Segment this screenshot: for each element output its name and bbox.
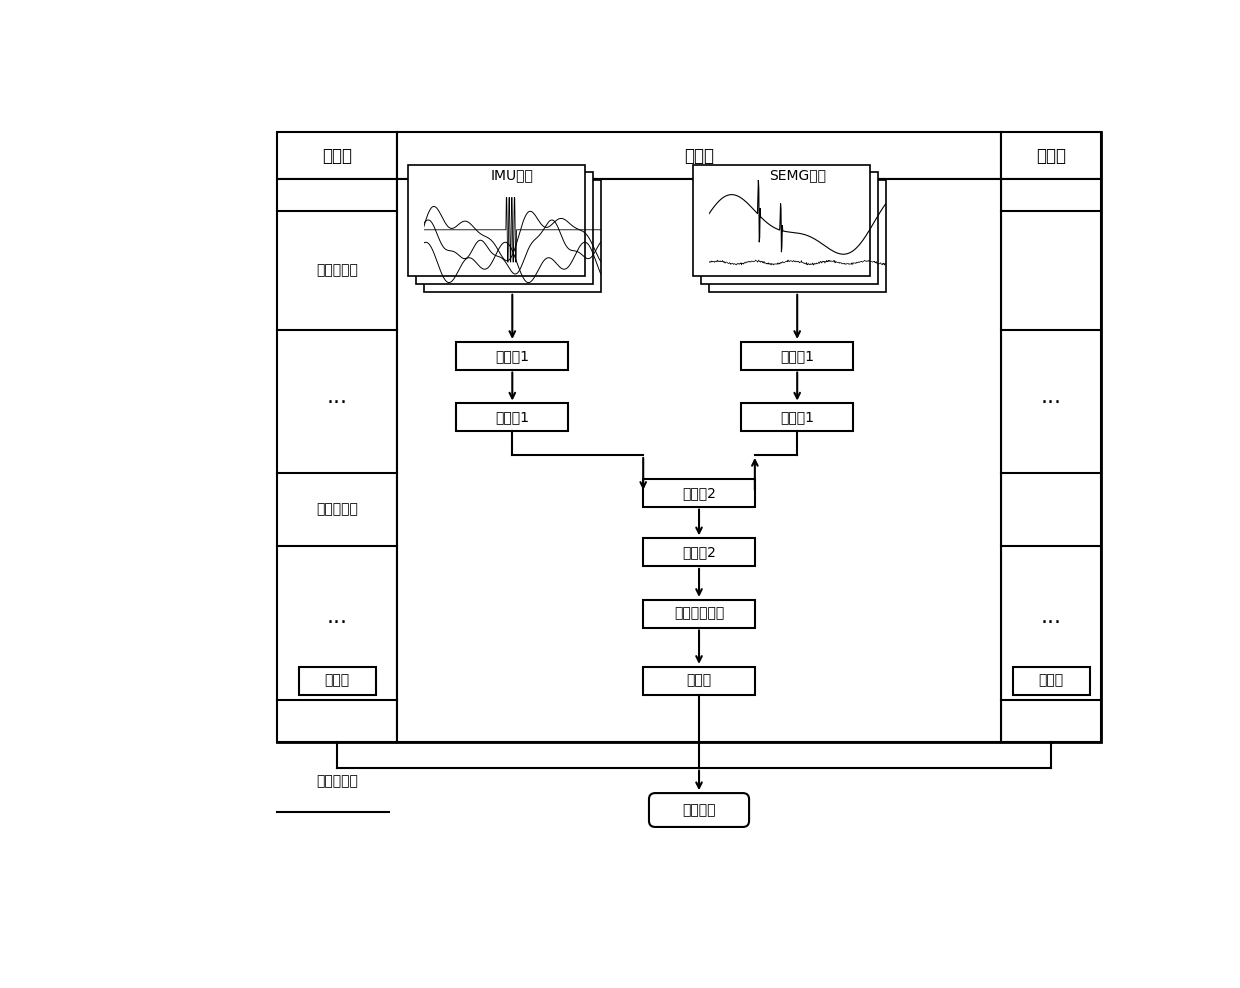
Bar — [424, 180, 601, 291]
Text: 网络二: 网络二 — [684, 146, 714, 165]
Text: 数据层融合: 数据层融合 — [316, 263, 358, 278]
Text: ···: ··· — [1040, 393, 1061, 413]
Text: 卷积层1: 卷积层1 — [495, 349, 529, 363]
Bar — [644, 600, 755, 627]
Bar — [278, 132, 1101, 742]
FancyBboxPatch shape — [649, 793, 749, 827]
Bar — [397, 132, 1001, 179]
Bar — [278, 132, 397, 179]
Bar — [1001, 132, 1101, 179]
Bar — [408, 165, 585, 277]
Bar — [644, 479, 755, 507]
Text: 输出层: 输出层 — [687, 674, 712, 688]
Bar — [644, 538, 755, 566]
Bar — [742, 342, 853, 370]
Bar — [1001, 179, 1101, 742]
Text: 池化层1: 池化层1 — [780, 410, 815, 424]
Text: 卷积层1: 卷积层1 — [780, 349, 815, 363]
Text: ···: ··· — [326, 613, 347, 633]
Bar — [417, 173, 593, 285]
Bar — [693, 165, 870, 277]
Text: 特征层融合: 特征层融合 — [316, 502, 358, 516]
Bar — [456, 403, 568, 431]
Bar — [644, 667, 755, 695]
Text: 卷积层2: 卷积层2 — [682, 486, 715, 500]
Text: SEMG数据: SEMG数据 — [769, 168, 826, 182]
Text: 池化层2: 池化层2 — [682, 545, 715, 559]
Bar — [708, 180, 885, 291]
Text: 网络三: 网络三 — [1037, 146, 1066, 165]
Text: ···: ··· — [326, 393, 347, 413]
Bar — [397, 179, 1001, 742]
Bar — [1013, 667, 1090, 695]
Text: 全连接隐藏层: 全连接隐藏层 — [673, 607, 724, 620]
Bar — [742, 403, 853, 431]
Bar — [456, 342, 568, 370]
Text: IMU数据: IMU数据 — [491, 168, 533, 182]
Text: 融合输出: 融合输出 — [682, 803, 715, 817]
Bar — [701, 173, 878, 285]
Bar — [299, 667, 376, 695]
Text: 输出层: 输出层 — [325, 674, 350, 688]
Text: 池化层1: 池化层1 — [495, 410, 529, 424]
Text: 决策层融合: 决策层融合 — [316, 774, 358, 787]
Bar — [278, 179, 397, 742]
Text: ···: ··· — [1040, 613, 1061, 633]
Text: 网络一: 网络一 — [322, 146, 352, 165]
Text: 输出层: 输出层 — [1039, 674, 1064, 688]
